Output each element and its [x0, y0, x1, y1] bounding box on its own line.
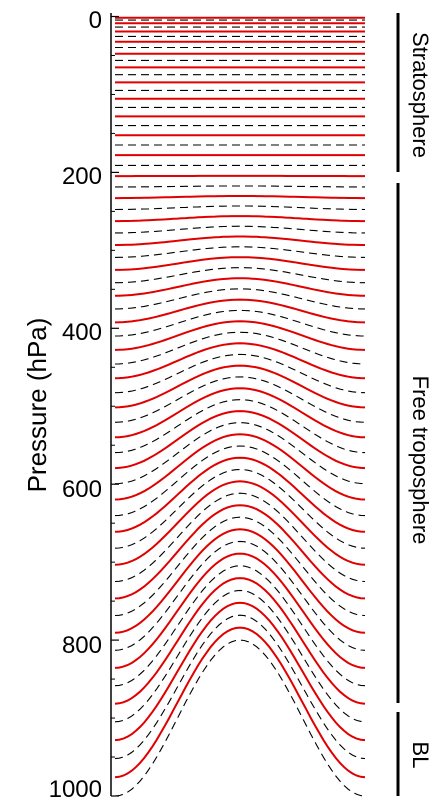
model-level-dashed-line [115, 354, 365, 392]
region-markers: Stratosphere Free troposphere BL [398, 13, 433, 796]
model-level-solid-line [115, 257, 365, 270]
free-troposphere-label: Free troposphere [408, 376, 433, 545]
model-level-solid-line [115, 434, 365, 499]
model-level-solid-line [115, 458, 365, 532]
model-level-dashed-line [115, 268, 365, 283]
model-level-solid-line [115, 237, 365, 246]
y-tick-label-1000: 1000 [49, 776, 102, 801]
y-axis-label: Pressure (hPa) [22, 318, 52, 493]
model-level-solid-line [115, 505, 365, 598]
model-level-solid-line [115, 343, 365, 378]
model-level-dashed-line [115, 247, 365, 258]
model-level-dashed-line [115, 310, 365, 336]
model-level-solid-line [115, 321, 365, 350]
boundary-layer-label: BL [408, 742, 433, 769]
y-tick-label-400: 400 [62, 319, 102, 346]
model-level-dashed-line [115, 566, 365, 686]
model-level-solid-line [115, 216, 365, 221]
model-level-dashed-line [115, 640, 365, 796]
model-level-solid-line [115, 603, 365, 740]
y-tick-label-200: 200 [62, 163, 102, 190]
y-tick-label-800: 800 [62, 632, 102, 659]
stratosphere-label: Stratosphere [408, 32, 433, 158]
model-level-dashed-line [115, 206, 365, 210]
model-level-dashed-line [115, 332, 365, 364]
model-level-solid-line [115, 411, 365, 468]
model-level-solid-line [115, 278, 365, 296]
vertical-levels [115, 18, 365, 796]
y-tick-label-600: 600 [62, 476, 102, 503]
y-axis: 0 200 400 600 800 1000 Pressure (hPa) [22, 7, 119, 801]
model-level-dashed-line [115, 226, 365, 233]
y-tick-label-0: 0 [89, 7, 102, 34]
model-level-solid-line [115, 481, 365, 564]
model-level-solid-line [115, 628, 365, 778]
model-level-dashed-line [115, 615, 365, 758]
model-level-solid-line [115, 529, 365, 633]
model-level-dashed-line [115, 493, 365, 581]
model-level-solid-line [115, 578, 365, 704]
model-level-dashed-line [115, 423, 365, 484]
model-level-solid-line [115, 196, 365, 198]
model-level-solid-line [115, 300, 365, 323]
model-level-dashed-line [115, 186, 365, 187]
